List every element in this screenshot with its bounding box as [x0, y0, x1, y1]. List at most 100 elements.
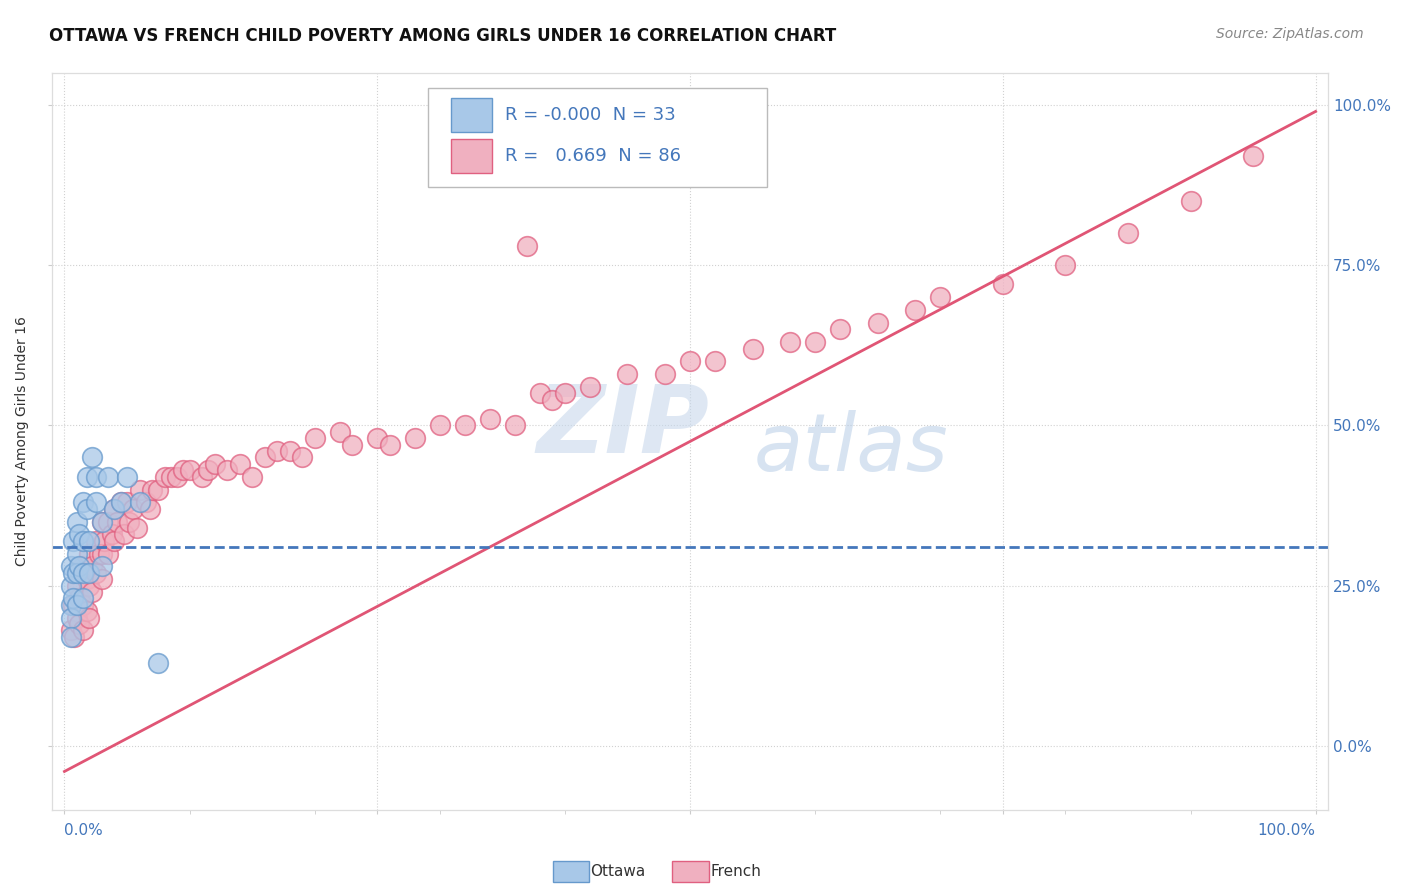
Point — [118, 515, 141, 529]
Point — [541, 392, 564, 407]
Point — [529, 386, 551, 401]
Point — [616, 367, 638, 381]
Point — [91, 559, 114, 574]
Point — [103, 501, 125, 516]
Point — [1241, 149, 1264, 163]
Point — [66, 547, 89, 561]
Point — [101, 527, 124, 541]
Point — [454, 418, 477, 433]
Point — [79, 579, 101, 593]
Point — [59, 624, 82, 638]
Point — [554, 386, 576, 401]
Point — [240, 469, 263, 483]
Point — [929, 290, 952, 304]
Point — [62, 533, 84, 548]
Point — [66, 598, 89, 612]
Point — [97, 515, 120, 529]
Point — [84, 533, 107, 548]
Point — [654, 367, 676, 381]
Point — [166, 469, 188, 483]
Point — [266, 444, 288, 458]
Point — [159, 469, 181, 483]
Point — [79, 533, 101, 548]
Point — [69, 527, 91, 541]
Point — [72, 624, 94, 638]
Point — [704, 354, 727, 368]
Point — [79, 610, 101, 624]
Point — [197, 463, 219, 477]
Point — [991, 277, 1014, 292]
Point — [84, 469, 107, 483]
Point — [135, 495, 157, 509]
FancyBboxPatch shape — [451, 98, 492, 132]
Point — [103, 501, 125, 516]
Point — [1180, 194, 1202, 208]
Point — [91, 515, 114, 529]
Point — [179, 463, 201, 477]
Point — [80, 450, 103, 465]
Point — [79, 547, 101, 561]
Point — [779, 335, 801, 350]
Point — [91, 572, 114, 586]
Point — [62, 598, 84, 612]
Point — [304, 431, 326, 445]
Point — [115, 495, 138, 509]
Point — [59, 559, 82, 574]
Point — [89, 547, 111, 561]
Point — [128, 483, 150, 497]
Point — [79, 566, 101, 580]
Point — [105, 515, 128, 529]
Point — [217, 463, 239, 477]
Point — [228, 457, 250, 471]
Text: French: French — [710, 864, 761, 879]
Point — [59, 610, 82, 624]
Point — [1116, 226, 1139, 240]
Point — [429, 418, 451, 433]
Point — [278, 444, 301, 458]
Point — [291, 450, 314, 465]
Point — [516, 239, 538, 253]
Point — [97, 547, 120, 561]
Point — [59, 598, 82, 612]
Point — [84, 495, 107, 509]
Point — [84, 566, 107, 580]
Point — [115, 469, 138, 483]
Point — [114, 527, 136, 541]
Point — [329, 425, 352, 439]
Point — [110, 495, 132, 509]
Point — [69, 591, 91, 606]
Point — [579, 380, 602, 394]
Point — [72, 495, 94, 509]
Point — [62, 591, 84, 606]
Point — [503, 418, 526, 433]
Point — [253, 450, 276, 465]
Text: R = -0.000  N = 33: R = -0.000 N = 33 — [505, 106, 676, 124]
Point — [76, 469, 98, 483]
Point — [125, 521, 148, 535]
Point — [80, 585, 103, 599]
Point — [59, 579, 82, 593]
Point — [830, 322, 852, 336]
Text: OTTAWA VS FRENCH CHILD POVERTY AMONG GIRLS UNDER 16 CORRELATION CHART: OTTAWA VS FRENCH CHILD POVERTY AMONG GIR… — [49, 27, 837, 45]
Point — [66, 515, 89, 529]
Point — [72, 559, 94, 574]
FancyBboxPatch shape — [429, 87, 766, 187]
Point — [76, 572, 98, 586]
Point — [91, 547, 114, 561]
Point — [80, 559, 103, 574]
Point — [404, 431, 426, 445]
Point — [59, 630, 82, 644]
Point — [804, 335, 827, 350]
Point — [93, 533, 115, 548]
Point — [62, 566, 84, 580]
Point — [122, 501, 145, 516]
Point — [138, 501, 160, 516]
Text: Source: ZipAtlas.com: Source: ZipAtlas.com — [1216, 27, 1364, 41]
Point — [72, 598, 94, 612]
Point — [904, 303, 927, 318]
Point — [66, 610, 89, 624]
Text: atlas: atlas — [754, 409, 949, 488]
Text: Ottawa: Ottawa — [591, 864, 645, 879]
Point — [128, 495, 150, 509]
Point — [1054, 258, 1077, 272]
